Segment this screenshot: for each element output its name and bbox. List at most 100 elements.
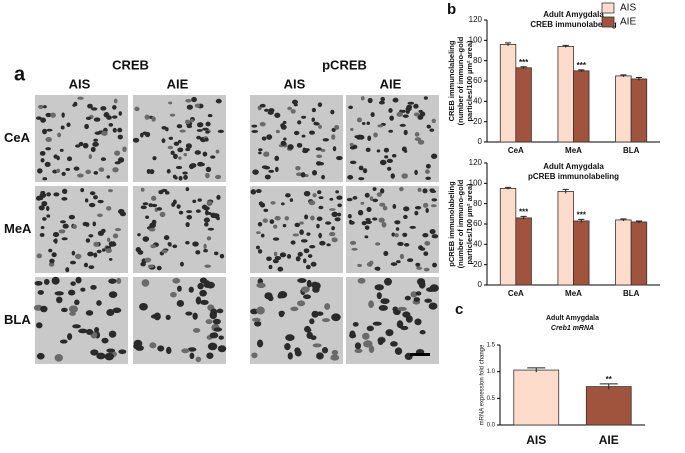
cell-nucleus xyxy=(37,104,44,110)
cell-nucleus xyxy=(374,266,380,271)
cell-nucleus xyxy=(97,213,103,218)
cell-nucleus xyxy=(364,235,369,239)
scale-bar xyxy=(410,353,430,356)
cell-nucleus xyxy=(173,153,178,160)
cell-nucleus xyxy=(251,129,259,134)
cell-nucleus xyxy=(88,265,95,270)
cell-nucleus xyxy=(268,264,273,270)
cell-nucleus xyxy=(296,142,303,148)
cell-nucleus xyxy=(145,215,150,219)
cell-nucleus xyxy=(184,119,191,125)
cell-nucleus xyxy=(387,166,392,171)
cell-nucleus xyxy=(278,311,285,318)
y-tick-label: 0.0 xyxy=(487,423,496,429)
y-axis-label: mRNA expression fold change xyxy=(480,344,486,425)
cell-nucleus xyxy=(192,199,197,204)
x-tick-label: CeA xyxy=(508,146,524,155)
cell-nucleus xyxy=(428,302,438,310)
significance-label: ** xyxy=(606,375,613,384)
cell-nucleus xyxy=(402,232,408,238)
cell-nucleus xyxy=(259,121,266,127)
cell-nucleus xyxy=(161,249,168,254)
cell-nucleus xyxy=(40,117,47,123)
cell-nucleus xyxy=(357,277,366,284)
cell-nucleus xyxy=(113,98,118,104)
cell-nucleus xyxy=(273,224,278,229)
cell-nucleus xyxy=(45,147,52,151)
bar xyxy=(615,75,632,143)
bar xyxy=(630,221,648,286)
cell-nucleus xyxy=(354,348,363,354)
y-tick-label: 60 xyxy=(473,219,482,228)
cell-nucleus xyxy=(106,348,116,353)
cell-nucleus xyxy=(349,142,354,147)
cell-nucleus xyxy=(205,172,210,179)
cell-nucleus xyxy=(140,187,145,192)
cell-nucleus xyxy=(303,294,312,300)
cell-nucleus xyxy=(372,217,378,221)
cell-nucleus xyxy=(295,165,301,171)
cell-nucleus xyxy=(205,319,213,325)
cell-nucleus xyxy=(364,225,370,230)
cell-nucleus xyxy=(185,311,193,316)
cell-nucleus xyxy=(61,112,65,118)
cell-nucleus xyxy=(432,262,437,268)
cell-nucleus xyxy=(280,123,285,128)
cell-nucleus xyxy=(365,217,371,221)
cell-nucleus xyxy=(348,219,353,225)
cell-nucleus xyxy=(388,129,394,133)
cell-nucleus xyxy=(219,253,225,259)
cell-nucleus xyxy=(96,300,102,306)
cell-nucleus xyxy=(296,300,306,307)
cell-nucleus xyxy=(258,201,264,206)
cell-nucleus xyxy=(402,311,411,318)
cell-nucleus xyxy=(166,169,171,174)
cell-nucleus xyxy=(217,129,225,134)
cell-nucleus xyxy=(404,243,410,247)
significance-label: *** xyxy=(519,207,529,216)
cell-nucleus xyxy=(54,238,58,244)
cell-nucleus xyxy=(415,262,421,267)
cell-nucleus xyxy=(356,136,362,140)
cell-nucleus xyxy=(403,214,408,220)
cell-nucleus xyxy=(94,131,101,135)
cell-nucleus xyxy=(207,342,218,351)
column-label: AIE xyxy=(167,76,189,91)
cell-nucleus xyxy=(383,250,389,256)
cell-nucleus xyxy=(34,280,43,286)
cell-nucleus xyxy=(366,206,372,213)
y-tick-label: 40 xyxy=(473,96,482,105)
cell-nucleus xyxy=(267,110,274,115)
cell-nucleus xyxy=(320,148,326,152)
cell-nucleus xyxy=(58,229,66,234)
cell-nucleus xyxy=(218,335,224,340)
cell-nucleus xyxy=(258,151,262,155)
cell-nucleus xyxy=(356,117,363,123)
cell-nucleus xyxy=(329,231,336,237)
cell-nucleus xyxy=(386,158,393,163)
cell-nucleus xyxy=(331,226,335,231)
cell-nucleus xyxy=(89,191,96,196)
cell-nucleus xyxy=(295,256,301,262)
cell-nucleus xyxy=(329,208,336,211)
cell-nucleus xyxy=(176,300,185,307)
cell-nucleus xyxy=(194,150,201,155)
cell-nucleus xyxy=(365,220,372,225)
cell-nucleus xyxy=(399,186,404,192)
cell-nucleus xyxy=(209,311,217,320)
cell-nucleus xyxy=(393,97,399,103)
cell-nucleus xyxy=(364,192,370,198)
cell-nucleus xyxy=(308,200,316,206)
cell-nucleus xyxy=(259,103,266,108)
error-bar xyxy=(578,69,585,72)
cell-nucleus xyxy=(178,175,183,181)
cell-nucleus xyxy=(289,198,294,202)
cell-nucleus xyxy=(41,200,48,207)
cell-nucleus xyxy=(112,307,122,314)
column-label: AIE xyxy=(380,76,402,91)
cell-nucleus xyxy=(373,132,378,138)
cell-nucleus xyxy=(405,106,412,112)
cell-nucleus xyxy=(277,266,284,272)
cell-nucleus xyxy=(114,150,121,156)
